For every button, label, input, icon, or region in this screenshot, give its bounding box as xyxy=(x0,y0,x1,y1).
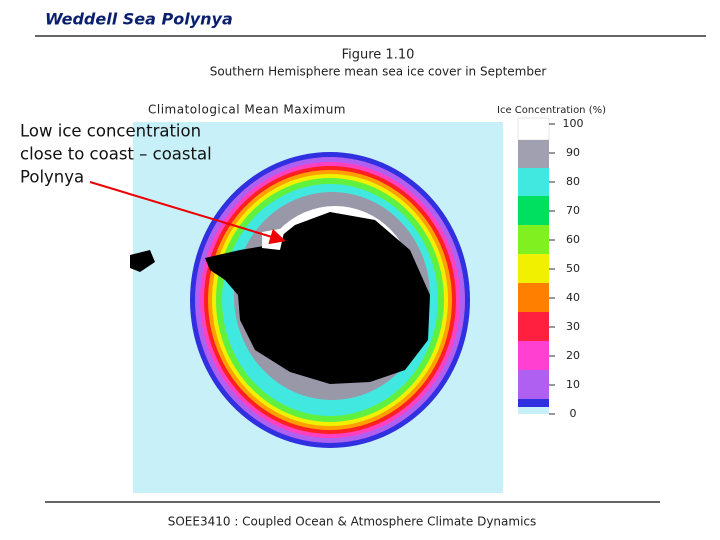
colorbar-title: Ice Concentration (%) xyxy=(497,105,606,116)
annotation-arrow xyxy=(89,181,286,245)
map xyxy=(130,122,503,493)
annotation-line: Polynya xyxy=(20,168,84,187)
slide-title: Weddell Sea Polynya xyxy=(45,10,233,29)
colorbar xyxy=(517,117,550,414)
colorbar-label: 90 xyxy=(566,146,580,159)
figure-caption: Southern Hemisphere mean sea ice cover i… xyxy=(210,65,547,79)
colorbar-label: 70 xyxy=(566,204,580,217)
colorbar-label: 0 xyxy=(570,407,577,420)
annotation-line: close to coast – coastal xyxy=(20,145,212,164)
colorbar-label: 20 xyxy=(566,349,580,362)
colorbar-label: 10 xyxy=(566,378,580,391)
map-title: Climatological Mean Maximum xyxy=(148,103,346,117)
annotation: Low ice concentration close to coast – c… xyxy=(20,122,212,187)
colorbar-label: 50 xyxy=(566,262,580,275)
colorbar-label: 40 xyxy=(566,291,580,304)
colorbar-label: 80 xyxy=(566,175,580,188)
colorbar-label: 60 xyxy=(566,233,580,246)
colorbar-label: 100 xyxy=(563,117,584,130)
colorbar-label: 30 xyxy=(566,320,580,333)
footer-text: SOEE3410 : Coupled Ocean & Atmosphere Cl… xyxy=(168,515,537,529)
figure-number: Figure 1.10 xyxy=(342,48,415,63)
annotation-line: Low ice concentration xyxy=(20,122,201,141)
